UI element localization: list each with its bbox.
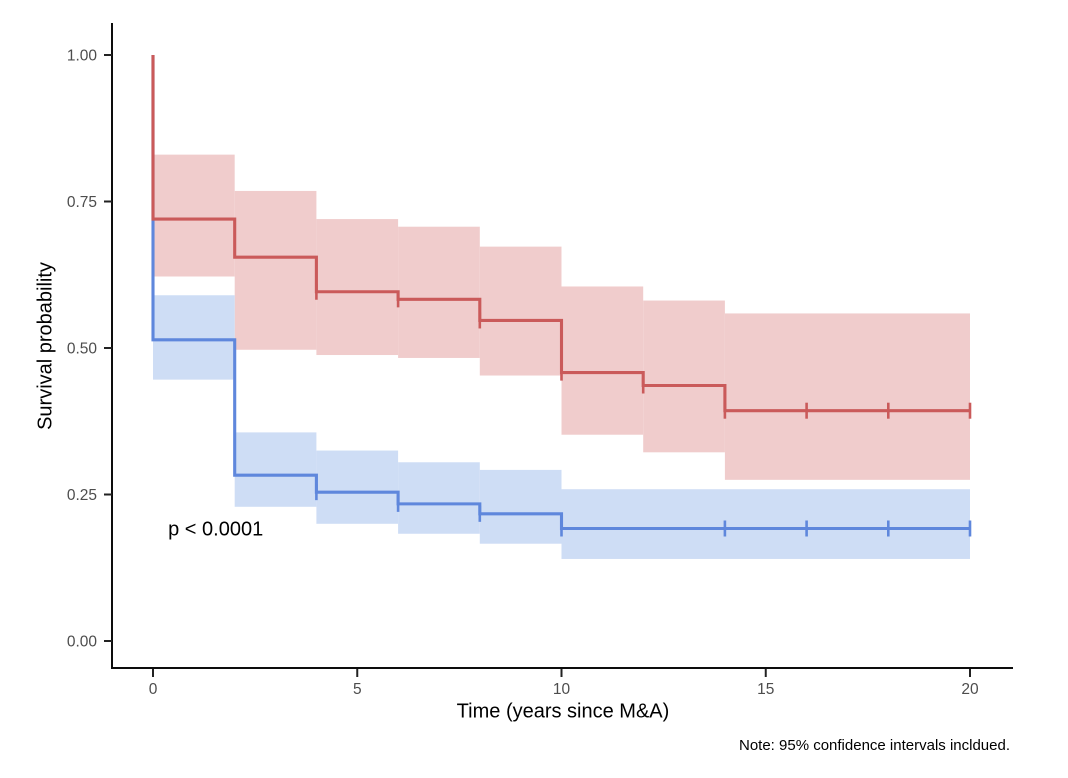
red-ci-band	[724, 313, 970, 480]
footnote: Note: 95% confidence intervals incldued.	[739, 737, 1010, 754]
axis-lines	[111, 23, 1013, 669]
x-tick-label: 0	[149, 681, 158, 698]
blue-ci-band	[153, 295, 235, 380]
y-tick-label: 0.25	[67, 487, 97, 504]
blue-ci-band	[561, 489, 970, 559]
blue-survival-curve	[151, 55, 970, 531]
p-value-annotation: p < 0.0001	[168, 519, 263, 541]
x-tick-label: 20	[961, 681, 979, 698]
blue-ci-band	[398, 462, 480, 534]
y-tick-label: 0.75	[67, 194, 97, 211]
blue-ci-band	[316, 450, 399, 524]
x-tick-label: 10	[553, 681, 571, 698]
red-ci-band	[479, 246, 562, 376]
red-survival-curve	[151, 55, 970, 413]
red-ci-band	[643, 300, 725, 453]
red-ci-band	[561, 286, 644, 435]
y-axis-title: Survival probability	[34, 262, 57, 430]
red-ci-band	[234, 190, 317, 350]
x-axis-title: Time (years since M&A)	[456, 700, 670, 723]
x-tick-label: 5	[353, 681, 362, 698]
y-tick-label: 1.00	[67, 48, 98, 65]
red-ci-band	[398, 226, 480, 358]
red-ci-band	[153, 154, 235, 277]
y-tick-label: 0.50	[67, 341, 98, 358]
blue-ci-band	[479, 469, 562, 544]
y-tick-label: 0.00	[67, 634, 98, 651]
red-ci-band	[316, 219, 399, 356]
blue-ci-band	[234, 432, 317, 507]
x-tick-label: 15	[757, 681, 774, 698]
